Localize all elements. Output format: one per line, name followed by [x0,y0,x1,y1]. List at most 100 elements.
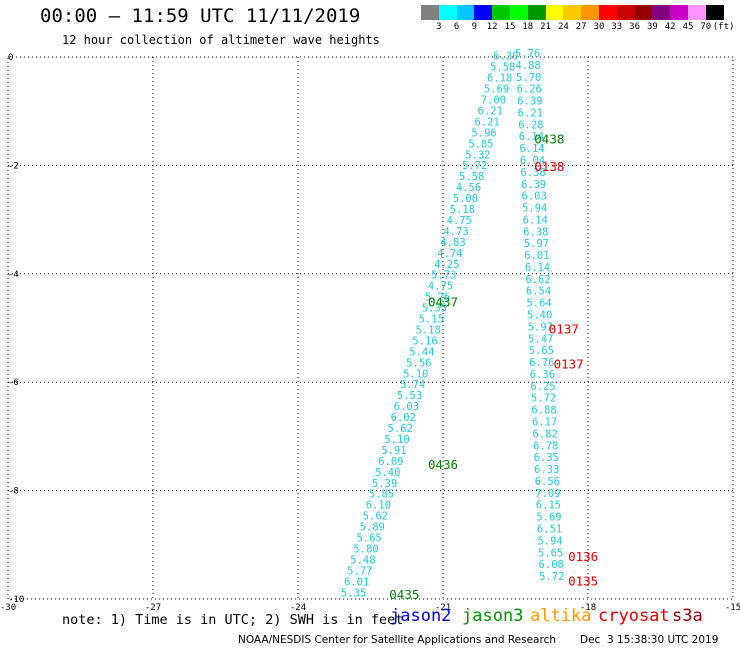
colorbar-swatch [438,5,457,20]
swh-value: 5.69 [536,512,561,524]
swh-value: 5.10 [384,434,409,446]
lat-tick-label: -2 [8,161,19,171]
colorbar-label: 39 [646,22,658,32]
swh-value: 7.00 [481,95,506,107]
swh-value: 5.26 [425,292,450,304]
lon-tick-label: -15 [725,603,740,613]
swh-value: 4.74 [437,248,462,260]
swh-value: 4.83 [440,237,465,249]
map-frame [7,56,734,600]
satellite-legend-cryosat: cryosat [598,606,670,626]
generated-timestamp: Dec 3 15:38:30 UTC 2019 [580,634,719,646]
swh-value: 5.40 [527,310,552,322]
lon-tick-label: -30 [0,603,16,613]
swh-value: 6.38 [520,167,545,179]
swh-value: 5.39 [372,478,397,490]
swh-value: 5.85 [369,489,394,501]
colorbar-swatch [687,5,706,20]
colorbar-swatch [598,5,617,20]
lon-tick-label: -21 [435,603,451,613]
swh-value: 5.72 [539,571,564,583]
swh-value: 6.09 [378,456,403,468]
pass-time-label: 0435 [389,587,419,602]
colorbar-label: 6 [453,22,460,32]
swh-value: 7.09 [535,488,560,500]
swh-value: 6.21 [478,105,503,117]
credit-text: NOAA/NESDIS Center for Satellite Applica… [238,634,556,646]
wave-height-colorbar [421,5,724,20]
swh-value: 5.69 [484,84,509,96]
colorbar-swatch [421,5,439,20]
swh-value: 5.15 [419,314,444,326]
map-axes: -30 -27 -24 -21 -18 -15 0 -2 -4 -6 -8 -10 [0,53,740,613]
swh-value: 6.21 [475,116,500,128]
colorbar-label: 9 [471,22,478,32]
swh-value: 5.73 [431,270,456,282]
swh-value: 6.78 [533,440,558,452]
colorbar-swatch [509,5,528,20]
lat-tick-label: -6 [8,378,19,388]
pass-time-label: 0438 [534,132,564,147]
swh-value: 6.15 [536,500,561,512]
swh-value: 5.40 [375,467,400,479]
swh-value: 5.56 [406,357,431,369]
swh-value: 6.38 [523,226,548,238]
colorbar-labels: 3 6 9 12 15 18 21 24 27 30 33 36 39 42 45 70 (ft) [421,22,740,34]
swh-value: 6.82 [533,428,558,440]
swh-value: 5.65 [356,533,381,545]
wave-height-tracks: 6.305.586.185.697.006.216.215.965.855.32… [341,48,564,599]
swh-value: 4.88 [515,60,540,72]
swh-value: 5.58 [459,171,484,183]
swh-value: 6.35 [534,452,559,464]
swh-value: 6.14 [523,214,548,226]
satellite-legend-jason2: jason2 [390,606,452,626]
swh-value: 6.39 [517,96,542,108]
swh-value: 6.02 [391,412,416,424]
swh-value: 4.56 [456,182,481,194]
colorbar-swatch [705,5,724,20]
swh-value: 5.32 [465,149,490,161]
lon-tick-label: -18 [580,603,596,613]
pass-time-label: 0437 [428,294,458,309]
swh-value: 6.10 [366,500,391,512]
swh-value: 5.00 [453,193,478,205]
satellite-legend-altika: altika [530,606,592,626]
swh-value: 6.54 [526,286,551,298]
colorbar-swatch [652,5,671,20]
swh-value: 5.10 [403,368,428,380]
pass-time-label: 0137 [554,357,584,372]
swh-value: 6.14 [519,143,544,155]
swh-value: 5.94 [537,535,562,547]
swh-value: 6.51 [537,523,562,535]
swh-value: 6.25 [530,381,555,393]
swh-value: 5.97 [524,238,549,250]
swh-value: 5.72 [462,160,487,172]
pass-time-label: 0138 [534,159,564,174]
colorbar-label: 21 [540,22,552,32]
pass-time-label: 0136 [568,549,598,564]
swh-value: 5.64 [526,298,551,310]
colorbar-label: 42 [664,22,676,32]
swh-value: 6.36 [530,369,555,381]
swh-value: 6.03 [522,191,547,203]
swh-value: 6.17 [532,416,557,428]
swh-value: 6.88 [531,405,556,417]
swh-value: 6.56 [535,476,560,488]
colorbar-label: 18 [522,22,534,32]
swh-value: 5.72 [531,393,556,405]
pass-time-labels: 0438 0138 0437 0137 0137 0436 0136 0135 0435 [389,132,598,602]
swh-value: 5.35 [341,587,366,599]
swh-value: 5.18 [416,324,441,336]
colorbar-label: 70 [700,22,712,32]
swh-value: 4.75 [428,281,453,293]
swh-value: 5.44 [409,346,434,358]
colorbar-swatch [545,5,564,20]
swh-value: 5.80 [353,543,378,555]
swh-value: 5.76 [515,48,540,60]
swh-value: 5.91 [381,445,406,457]
swh-value: 5.65 [538,547,563,559]
swh-value: 5.16 [412,335,437,347]
swh-value: 6.01 [344,576,369,588]
colorbar-label: 30 [593,22,605,32]
